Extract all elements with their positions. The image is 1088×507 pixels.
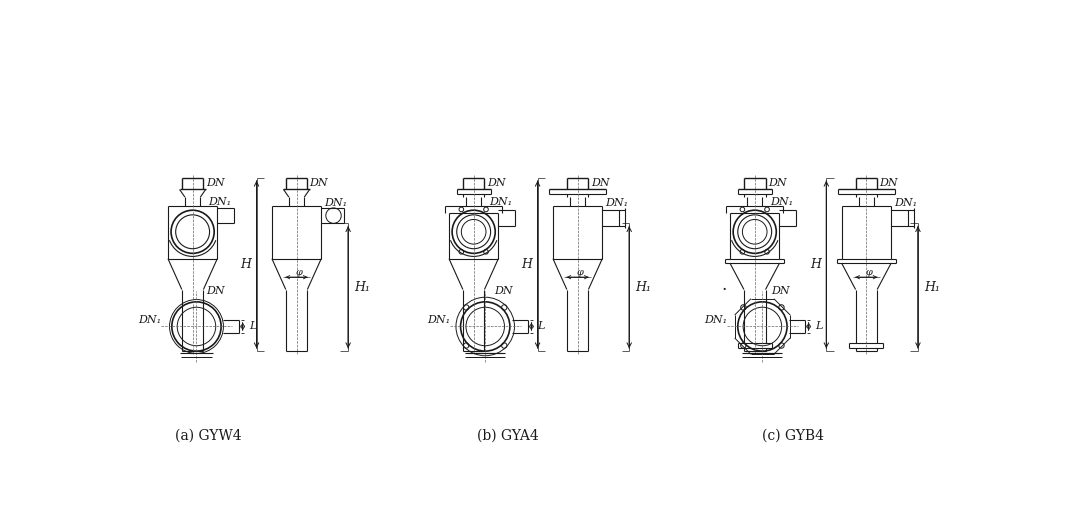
Text: DN: DN <box>207 177 225 188</box>
Text: H: H <box>521 258 532 271</box>
Text: H: H <box>240 258 251 271</box>
Text: .: . <box>721 277 727 294</box>
Text: DN: DN <box>591 177 609 188</box>
Text: DN₁: DN₁ <box>704 315 727 325</box>
Text: DN₁: DN₁ <box>324 198 347 208</box>
Text: L: L <box>249 321 256 332</box>
Text: DN: DN <box>487 177 506 188</box>
Text: DN₁: DN₁ <box>490 197 512 207</box>
Text: DN: DN <box>310 177 329 188</box>
Text: DN: DN <box>771 286 790 296</box>
Text: (a) GYW4: (a) GYW4 <box>175 429 242 443</box>
Text: DN₁: DN₁ <box>605 198 629 208</box>
Text: DN: DN <box>768 177 788 188</box>
Text: DN₁: DN₁ <box>138 315 161 325</box>
Text: H: H <box>811 258 821 271</box>
Text: φ: φ <box>865 268 873 277</box>
Text: DN₁: DN₁ <box>770 197 793 207</box>
Text: (c) GYB4: (c) GYB4 <box>763 429 825 443</box>
Text: DN₁: DN₁ <box>426 315 449 325</box>
Text: L: L <box>815 321 823 332</box>
Text: H₁: H₁ <box>924 281 940 294</box>
Text: H₁: H₁ <box>635 281 652 294</box>
Text: DN: DN <box>879 177 898 188</box>
Text: (b) GYA4: (b) GYA4 <box>478 429 540 443</box>
Text: DN: DN <box>494 286 514 296</box>
Text: L: L <box>537 321 545 332</box>
Text: DN₁: DN₁ <box>894 198 917 208</box>
Text: DN₁: DN₁ <box>208 197 231 207</box>
Text: DN: DN <box>206 286 224 296</box>
Text: φ: φ <box>296 268 302 277</box>
Text: φ: φ <box>577 268 583 277</box>
Text: H₁: H₁ <box>355 281 370 294</box>
